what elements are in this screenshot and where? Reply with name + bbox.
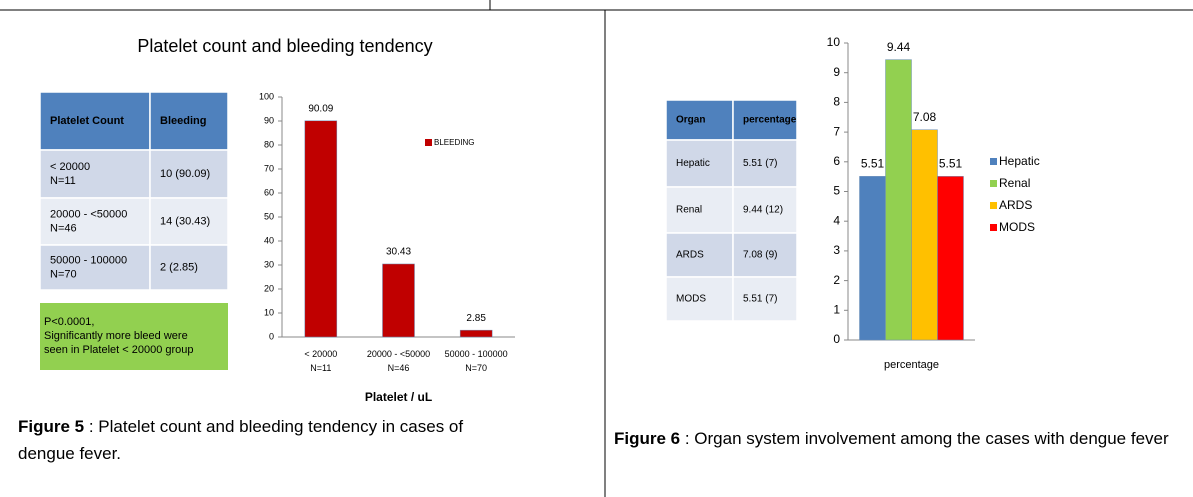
legend-label: BLEEDING: [434, 138, 474, 147]
bar: [859, 176, 886, 341]
value-label: 90.09: [308, 103, 333, 114]
table-header-cell: [732, 99, 798, 141]
table-cell: [149, 244, 229, 291]
table-cell-text: 14 (30.43): [160, 215, 210, 227]
y-tick-label: 20: [264, 283, 274, 293]
legend-label: MODS: [999, 220, 1035, 234]
value-label: 7.08: [913, 110, 937, 124]
y-tick-label: 2: [833, 273, 840, 287]
figure-title: Platelet count and bleeding tendency: [137, 36, 432, 56]
caption-label: Figure 6: [614, 429, 681, 448]
table-cell: [665, 276, 734, 322]
table-header-text: Bleeding: [160, 115, 206, 127]
y-tick-label: 0: [833, 332, 840, 346]
table-header-cell: [39, 91, 151, 151]
x-tick-label: 20000 - <50000 N=46: [367, 349, 430, 373]
table-cell-text: 5.51 (7): [743, 294, 777, 305]
table-cell: [149, 149, 229, 199]
table-cell-text: MODS: [676, 294, 706, 305]
y-tick-label: 8: [833, 95, 840, 109]
x-tick-label: < 20000 N=11: [304, 349, 337, 373]
legend-label: Renal: [999, 176, 1030, 190]
table-header-text: Organ: [676, 115, 705, 126]
y-tick-label: 30: [264, 259, 274, 269]
table-cell-text: 5.51 (7): [743, 158, 777, 169]
y-tick-label: 5: [833, 184, 840, 198]
table-cell: [665, 186, 734, 234]
table-header-text: Platelet Count: [50, 115, 124, 127]
table-cell-text: 2 (2.85): [160, 261, 198, 273]
y-tick-label: 70: [264, 163, 274, 173]
note-text: P<0.0001, Significantly more bleed were se…: [44, 316, 194, 356]
value-label: 30.43: [386, 247, 411, 258]
y-tick-label: 10: [827, 35, 841, 49]
table-cell-text: ARDS: [676, 250, 704, 261]
y-tick-label: 80: [264, 139, 274, 149]
table-cell: [732, 276, 798, 322]
y-tick-label: 60: [264, 187, 274, 197]
y-tick-label: 50: [264, 211, 274, 221]
value-label: 5.51: [939, 157, 963, 171]
value-label: 5.51: [861, 157, 885, 171]
y-tick-label: 10: [264, 307, 274, 317]
bar: [304, 120, 338, 338]
bar: [382, 263, 415, 338]
table-cell-text: 10 (90.09): [160, 168, 210, 180]
y-tick-label: 90: [264, 115, 274, 125]
y-tick-label: 6: [833, 154, 840, 168]
table-cell-text: < 20000 N=11: [50, 161, 90, 187]
caption: Figure 6 : Organ system involvement amon…: [614, 425, 1174, 452]
x-tick-label: percentage: [884, 359, 939, 371]
y-tick-label: 0: [269, 331, 274, 341]
x-axis-title: Platelet / uL: [365, 390, 432, 404]
note-box: [40, 303, 228, 370]
table-cell-text: Renal: [676, 205, 702, 216]
caption: Figure 5 : Platelet count and bleeding t…: [18, 413, 518, 467]
caption-label: Figure 5: [18, 417, 85, 436]
caption-text: : Platelet count and bleeding tendency i…: [18, 417, 464, 463]
bar: [937, 176, 964, 341]
legend-label: Hepatic: [999, 154, 1040, 168]
table-header-cell: [149, 91, 229, 151]
legend-label: ARDS: [999, 198, 1032, 212]
x-tick-label: 50000 - 100000 N=70: [445, 349, 508, 373]
legend-swatch: [990, 158, 997, 165]
table-cell: [149, 197, 229, 246]
table-cell-text: 7.08 (9): [743, 250, 777, 261]
table-header-text: percentage: [743, 115, 797, 126]
table-cell-text: Hepatic: [676, 158, 710, 169]
bar: [885, 59, 912, 341]
table-cell-text: 20000 - <50000 N=46: [50, 208, 127, 234]
y-tick-label: 1: [833, 302, 840, 316]
table-cell: [39, 197, 151, 246]
table-cell-text: 9.44 (12): [743, 205, 783, 216]
value-label: 9.44: [887, 40, 911, 54]
table-cell-text: 50000 - 100000 N=70: [50, 254, 127, 280]
table-cell: [732, 186, 798, 234]
y-tick-label: 7: [833, 124, 840, 138]
bar: [459, 329, 493, 338]
legend-swatch: [990, 224, 997, 231]
legend-swatch: [425, 139, 432, 146]
table-cell: [732, 232, 798, 278]
caption-text: : Organ system involvement among the cas…: [680, 429, 1169, 448]
value-label: 2.85: [466, 313, 486, 324]
y-tick-label: 100: [259, 91, 274, 101]
legend-swatch: [990, 180, 997, 187]
table-cell: [732, 139, 798, 188]
y-tick-label: 40: [264, 235, 274, 245]
y-tick-label: 9: [833, 65, 840, 79]
legend-swatch: [990, 202, 997, 209]
y-tick-label: 4: [833, 213, 840, 227]
bar: [911, 129, 938, 341]
y-tick-label: 3: [833, 243, 840, 257]
